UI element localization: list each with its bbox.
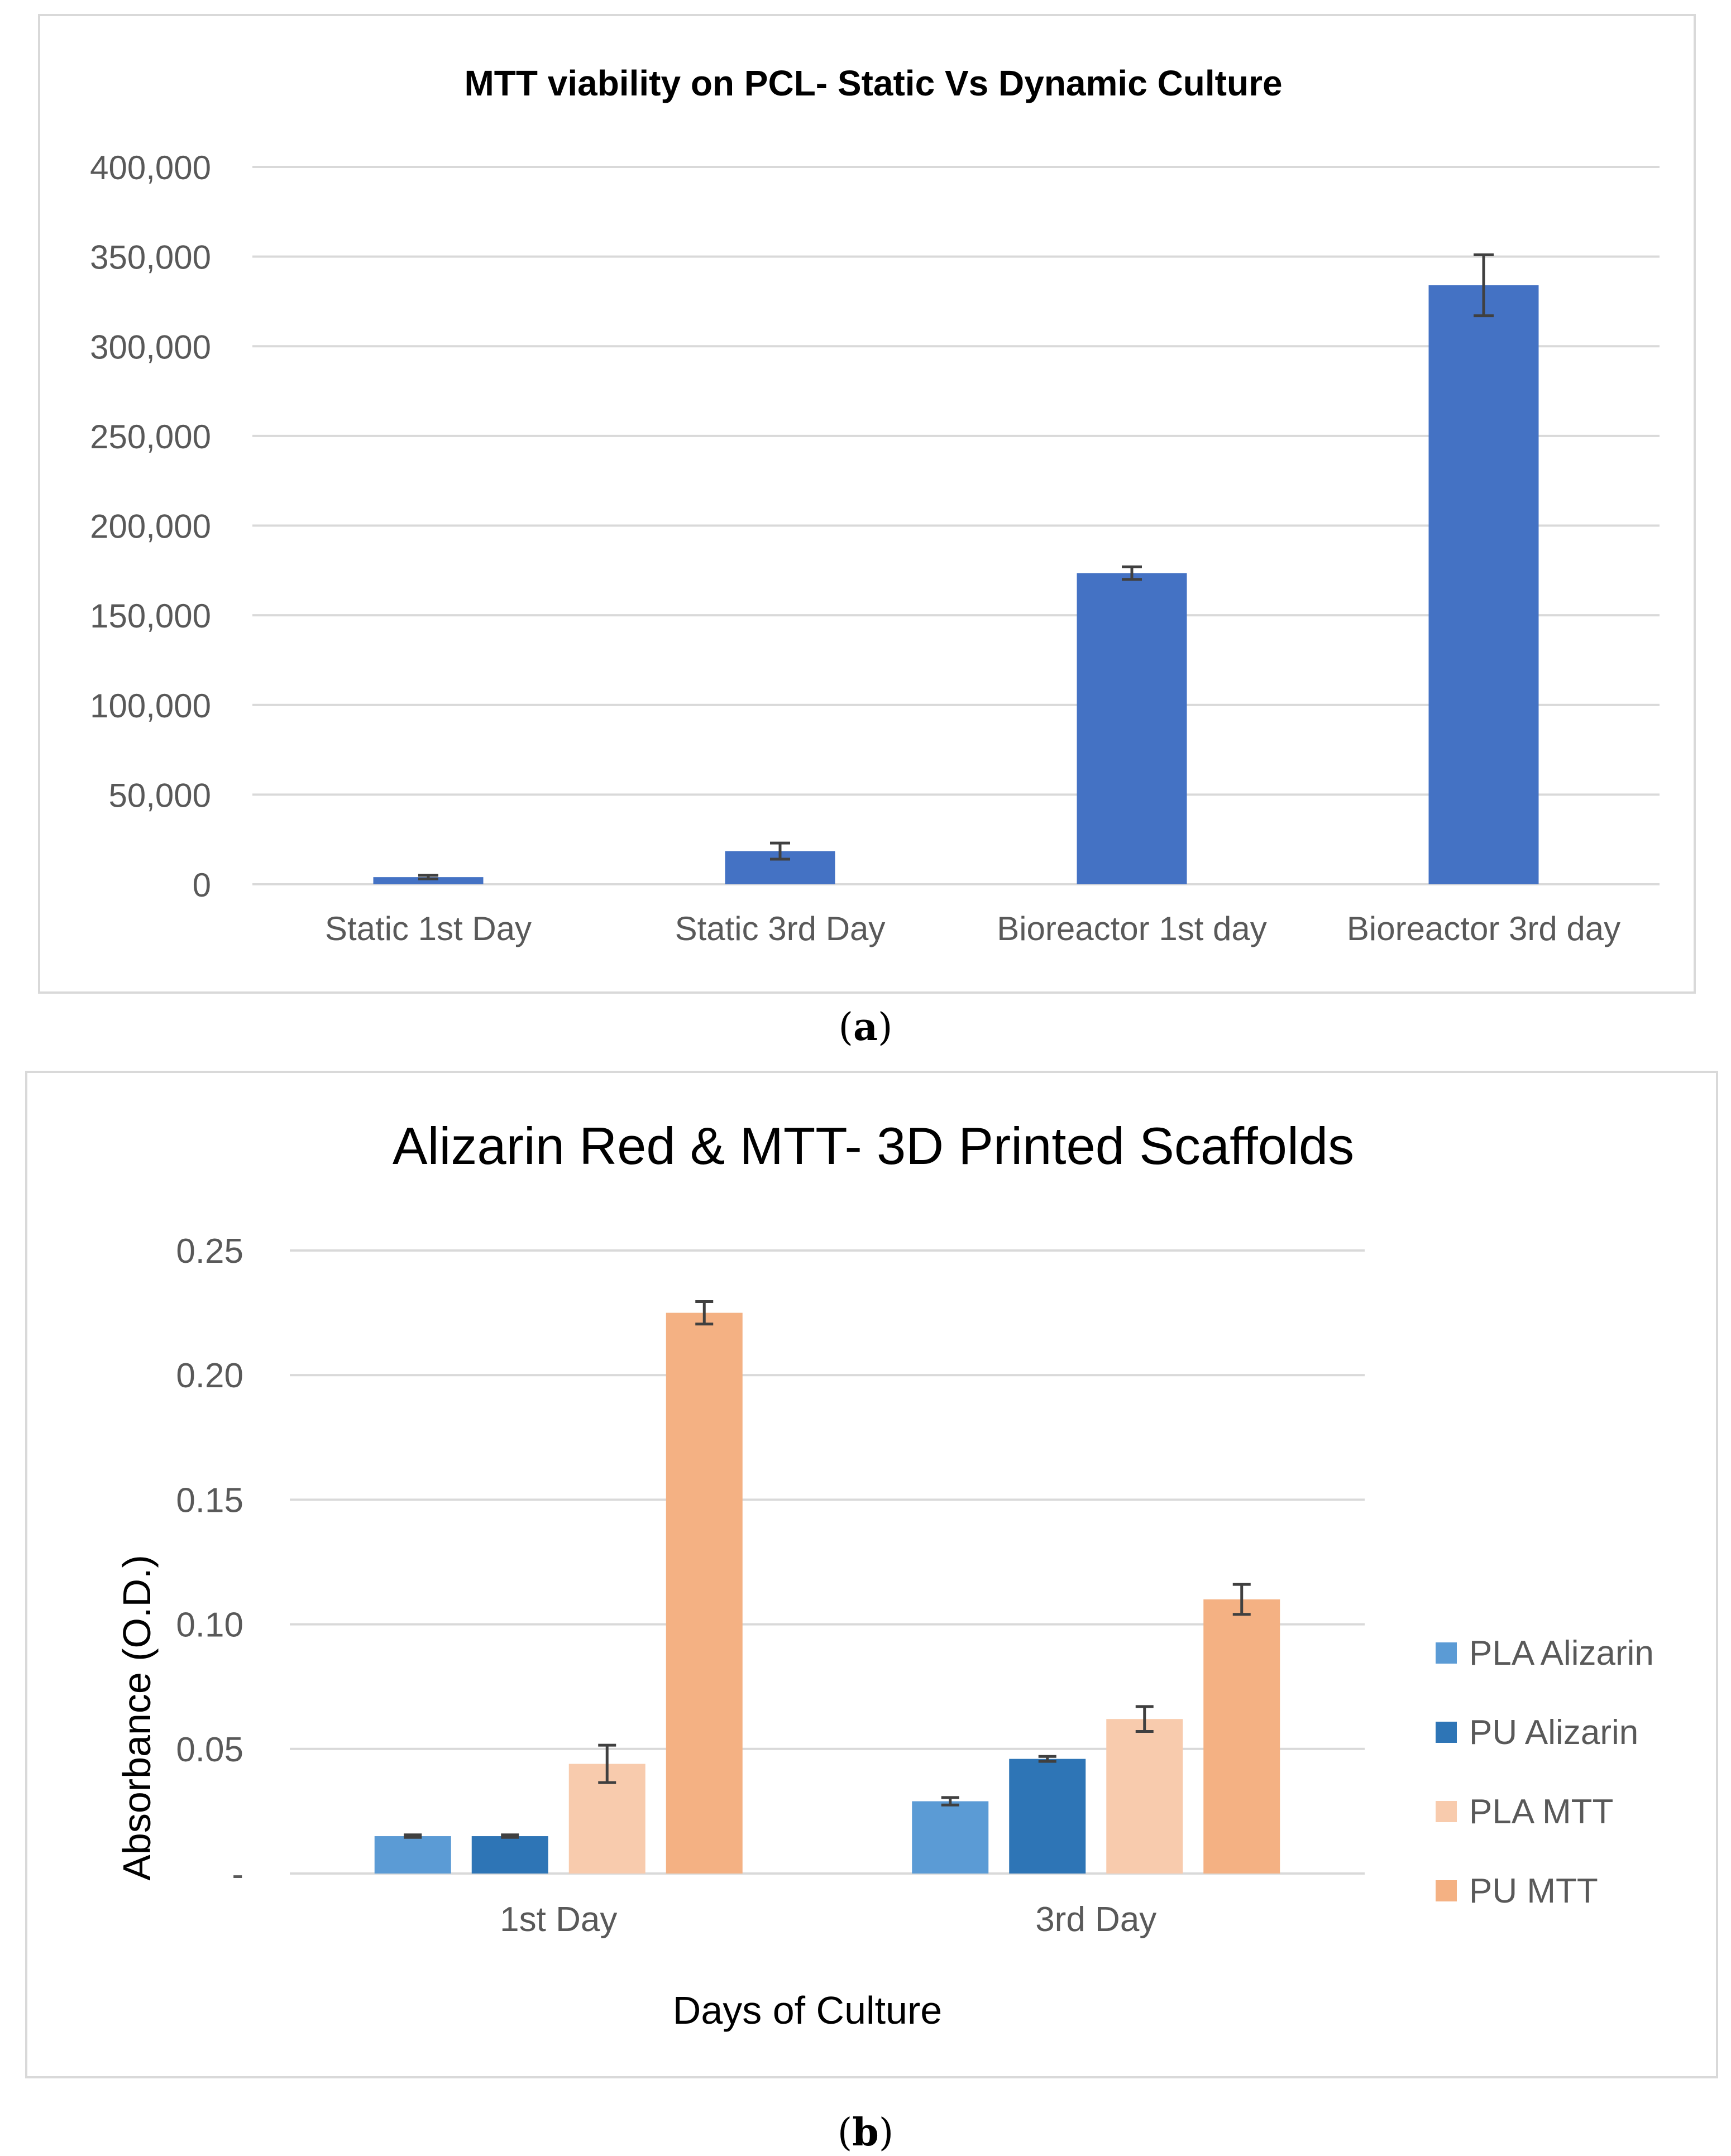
chart-b-xtick-label: 1st Day	[500, 1900, 617, 1939]
chart-b-legend-label: PU Alizarin	[1469, 1713, 1638, 1752]
chart-panel-a: MTT viability on PCL- Static Vs Dynamic …	[38, 14, 1696, 994]
chart-b-legend-swatch	[1436, 1801, 1457, 1822]
chart-b-bar	[912, 1801, 989, 1874]
chart-a-xtick-label: Static 3rd Day	[675, 910, 886, 947]
chart-b-ytick-label: -	[232, 1855, 243, 1894]
chart-b-bar	[666, 1312, 743, 1874]
chart-b-bar	[1009, 1759, 1086, 1874]
chart-b-bar	[471, 1836, 548, 1874]
chart-b-legend: PLA Alizarin PU Alizarin PLA MTT PU MTT	[1436, 1634, 1654, 1910]
chart-b-legend-swatch	[1436, 1642, 1457, 1664]
chart-b-svg: Alizarin Red & MTT- 3D Printed Scaffolds…	[115, 1117, 1654, 2032]
chart-a-ytick-label: 300,000	[90, 328, 211, 366]
chart-b-bar	[374, 1836, 451, 1874]
chart-b-ylabel: Absorbance (O.D.)	[115, 1555, 159, 1881]
caption-a: (a)	[838, 1005, 893, 1050]
chart-a-ytick-label: 200,000	[90, 508, 211, 545]
chart-a-bar	[1077, 573, 1187, 884]
chart-b-ytick-label: 0.25	[176, 1232, 243, 1271]
chart-a-bar	[373, 877, 484, 884]
chart-b-ytick-label: 0.15	[176, 1481, 243, 1520]
chart-panel-b: Alizarin Red & MTT- 3D Printed Scaffolds…	[25, 1071, 1718, 2078]
chart-a-ytick-label: 400,000	[90, 149, 211, 186]
chart-b-ytick-label: 0.05	[176, 1731, 243, 1769]
caption-a-label: a	[853, 1005, 878, 1050]
caption-b: (b)	[837, 2110, 894, 2155]
chart-a-ytick-label: 350,000	[90, 239, 211, 276]
caption-b-label: b	[852, 2110, 879, 2155]
chart-a-ytick-label: 50,000	[108, 777, 211, 814]
chart-a-ytick-label: 150,000	[90, 597, 211, 635]
chart-a-bar	[1428, 285, 1539, 884]
chart-b-legend-label: PU MTT	[1469, 1872, 1598, 1910]
chart-b-bar	[1203, 1599, 1280, 1874]
chart-a-svg: MTT viability on PCL- Static Vs Dynamic …	[90, 63, 1660, 947]
chart-b-bar	[1106, 1719, 1183, 1874]
chart-b-legend-label: PLA Alizarin	[1469, 1634, 1654, 1673]
chart-b-ytick-label: 0.20	[176, 1357, 243, 1395]
chart-b-xlabel: Days of Culture	[673, 1989, 942, 2032]
chart-b-legend-swatch	[1436, 1880, 1457, 1901]
chart-b-xtick-label: 3rd Day	[1035, 1900, 1156, 1939]
chart-a-ytick-label: 250,000	[90, 418, 211, 456]
chart-a-title: MTT viability on PCL- Static Vs Dynamic …	[464, 63, 1282, 103]
chart-a-ytick-label: 100,000	[90, 687, 211, 725]
chart-a-xtick-label: Bioreactor 1st day	[997, 910, 1267, 947]
chart-b-legend-label: PLA MTT	[1469, 1793, 1613, 1831]
chart-a-xtick-label: Static 1st Day	[325, 910, 532, 947]
chart-a-ytick-label: 0	[193, 866, 211, 904]
chart-b-ytick-label: 0.10	[176, 1606, 243, 1645]
chart-b-title: Alizarin Red & MTT- 3D Printed Scaffolds	[393, 1117, 1354, 1175]
chart-b-legend-swatch	[1436, 1722, 1457, 1743]
chart-a-xtick-label: Bioreactor 3rd day	[1347, 910, 1620, 947]
